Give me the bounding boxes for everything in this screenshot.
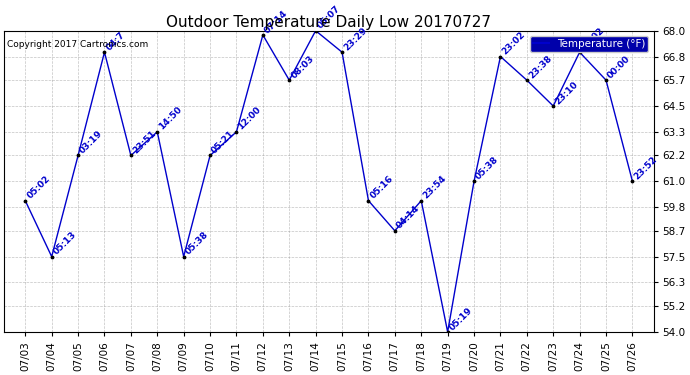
Text: 23:54: 23:54 bbox=[422, 174, 448, 201]
Text: 23:52: 23:52 bbox=[633, 155, 659, 181]
Text: 05:02: 05:02 bbox=[26, 174, 52, 201]
Text: 03:19: 03:19 bbox=[78, 129, 105, 156]
Text: 05:19: 05:19 bbox=[448, 305, 474, 332]
Text: 05:21: 05:21 bbox=[210, 129, 237, 156]
Text: 23:38: 23:38 bbox=[527, 54, 553, 80]
Text: 23:02: 23:02 bbox=[500, 30, 527, 57]
Text: 04:7: 04:7 bbox=[104, 30, 127, 52]
Text: Copyright 2017 Cartronics.com: Copyright 2017 Cartronics.com bbox=[8, 40, 148, 49]
Text: 04:14: 04:14 bbox=[395, 204, 422, 231]
Text: 08:03: 08:03 bbox=[289, 54, 316, 80]
Text: 05:38: 05:38 bbox=[184, 230, 210, 256]
Text: 05:07: 05:07 bbox=[315, 4, 342, 31]
Text: 14:50: 14:50 bbox=[157, 105, 184, 132]
Title: Outdoor Temperature Daily Low 20170727: Outdoor Temperature Daily Low 20170727 bbox=[166, 15, 491, 30]
Text: 07:02: 07:02 bbox=[580, 26, 606, 52]
Text: 23:29: 23:29 bbox=[342, 26, 368, 52]
Text: 05:16: 05:16 bbox=[368, 174, 395, 201]
Text: 07:14: 07:14 bbox=[263, 8, 290, 35]
Text: 05:13: 05:13 bbox=[52, 230, 78, 256]
Text: 00:00: 00:00 bbox=[606, 54, 632, 80]
Text: 23:10: 23:10 bbox=[553, 80, 580, 106]
Text: 05:38: 05:38 bbox=[474, 155, 500, 181]
Text: 12:00: 12:00 bbox=[237, 105, 263, 132]
Text: 23:51: 23:51 bbox=[131, 129, 157, 156]
Legend: Temperature (°F): Temperature (°F) bbox=[530, 36, 649, 52]
